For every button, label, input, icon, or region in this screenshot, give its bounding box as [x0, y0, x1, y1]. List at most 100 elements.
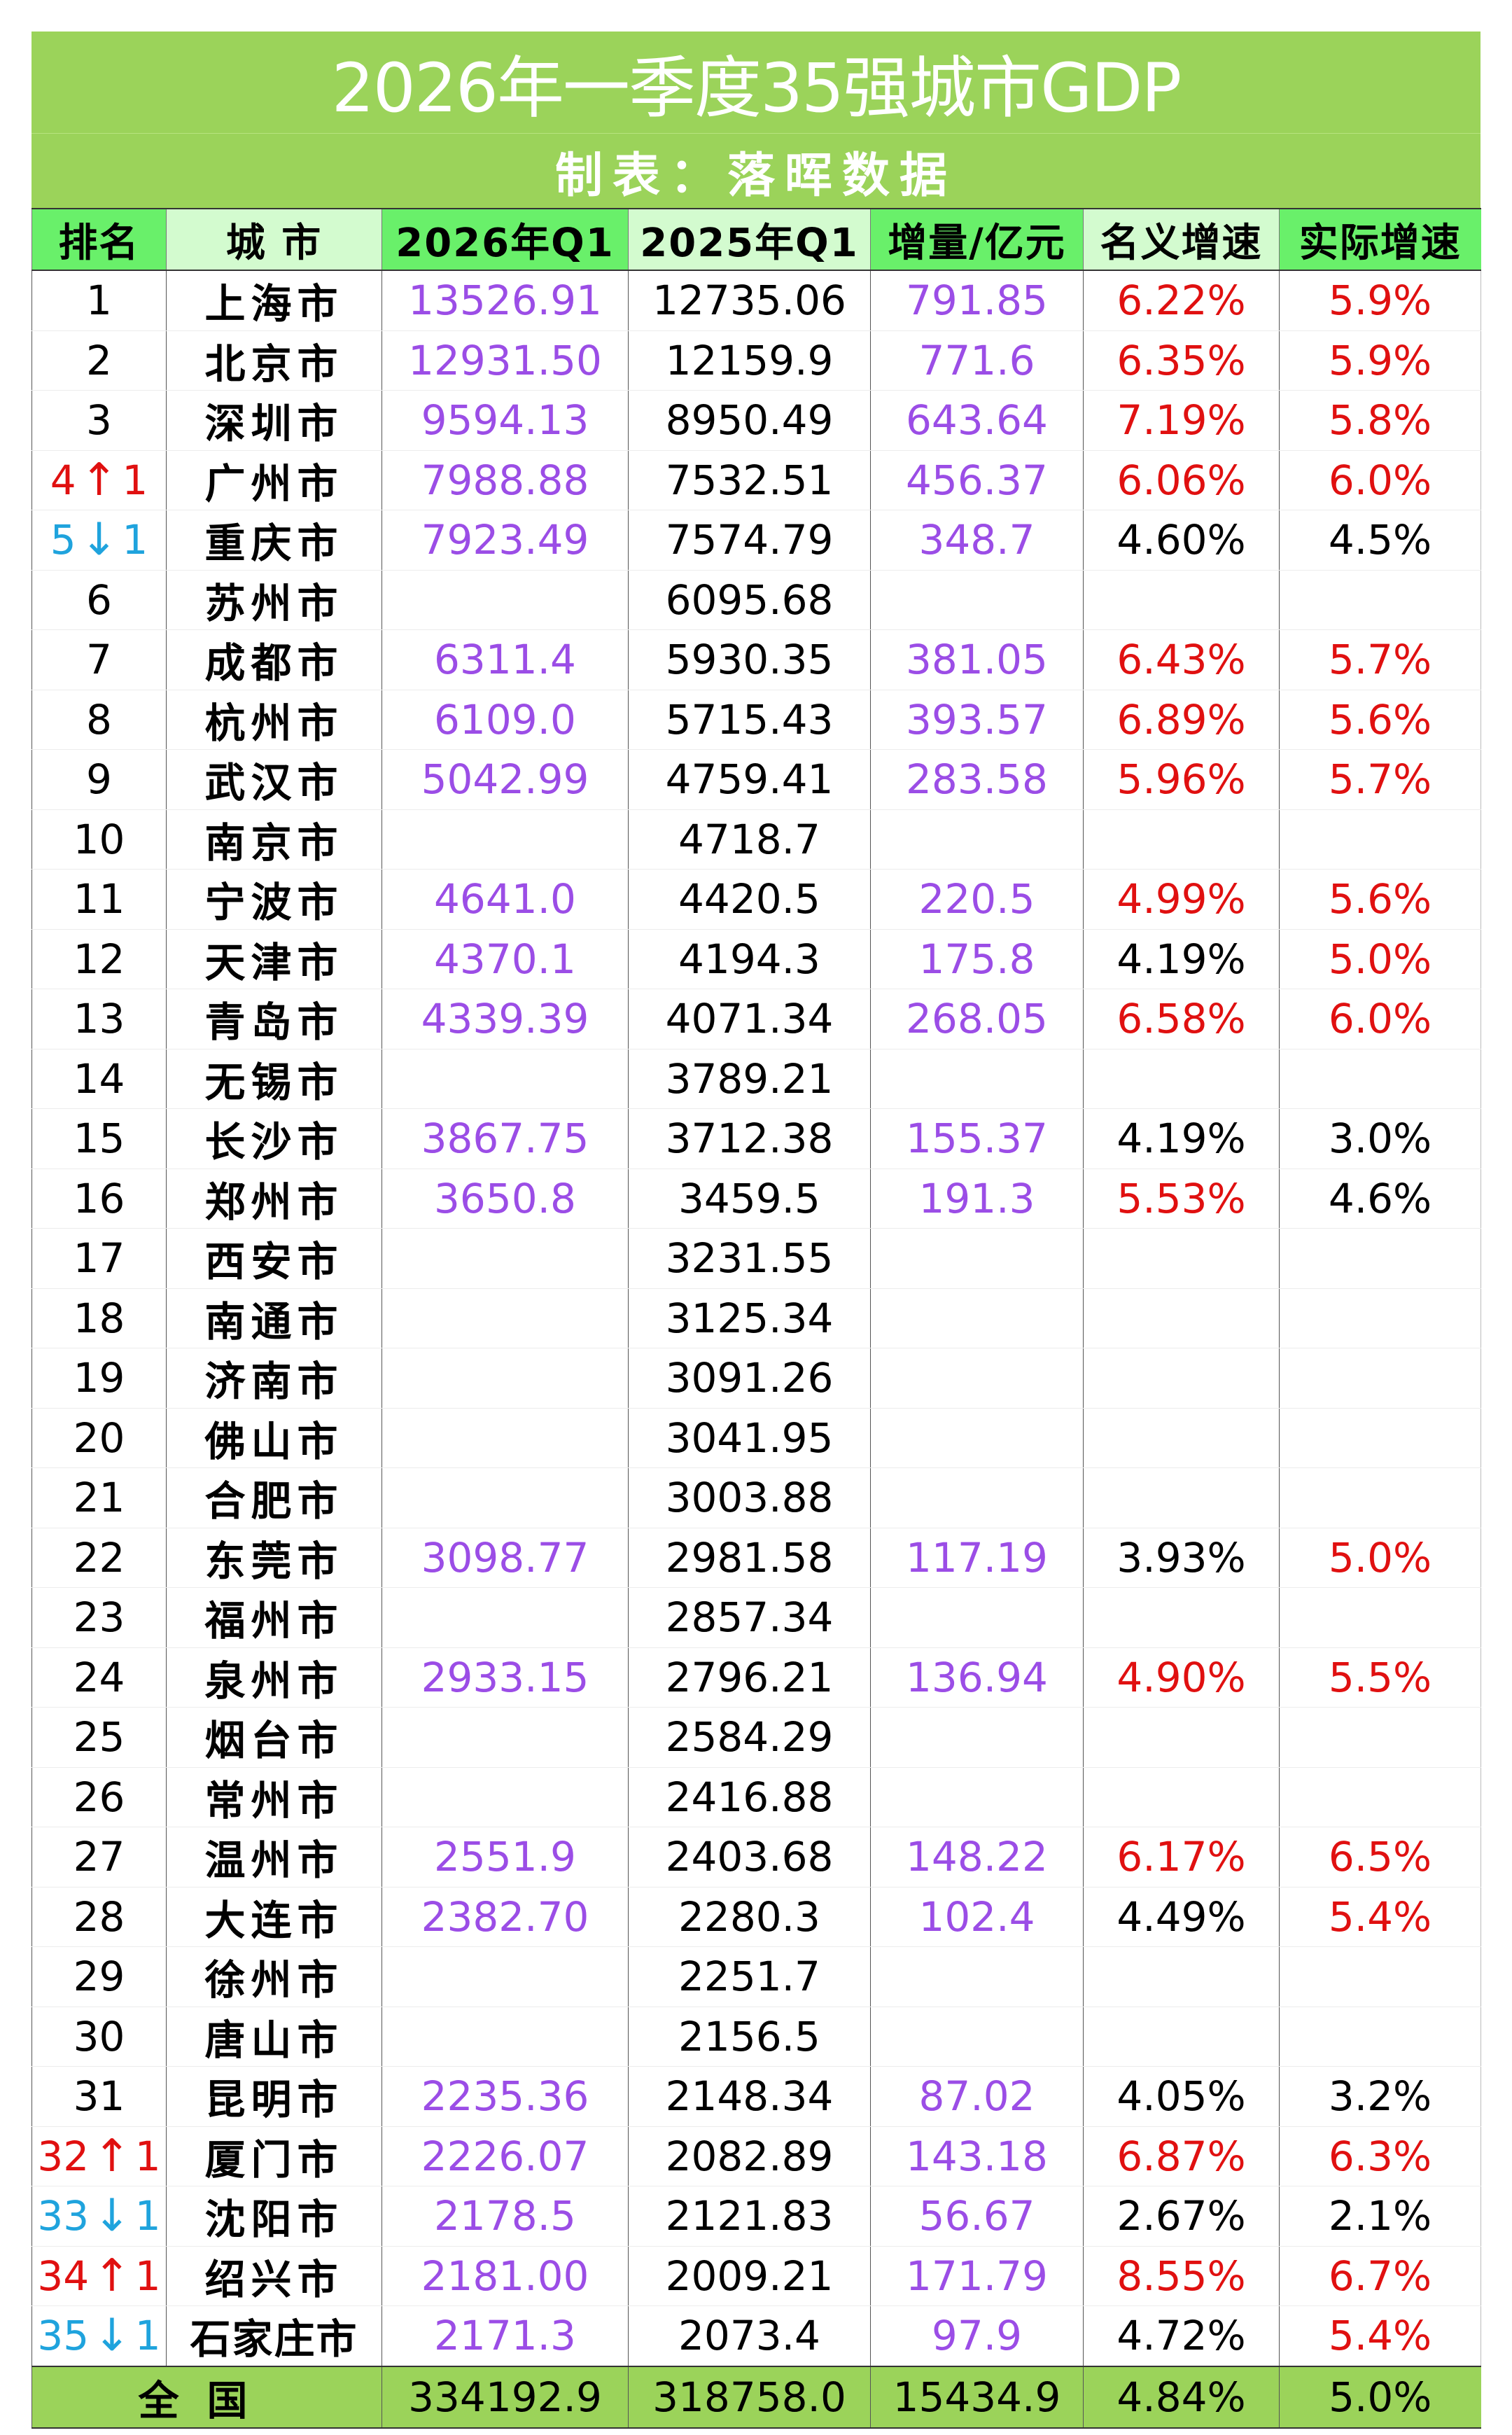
increase-value: 136.94 — [870, 1647, 1084, 1708]
nominal-growth — [1083, 570, 1280, 630]
increase-value: 155.37 — [870, 1108, 1084, 1169]
q1-2026-value: 12931.50 — [382, 330, 629, 391]
rank-cell: 1 — [31, 270, 167, 331]
q1-2025-value: 2584.29 — [628, 1707, 871, 1768]
rank-number: 34 — [37, 2252, 90, 2300]
q1-2025-value: 5930.35 — [628, 629, 871, 690]
q1-2026-value: 3098.77 — [382, 1528, 629, 1588]
arrow-up-icon: ↑ — [93, 2130, 131, 2182]
increase-value: 175.8 — [870, 929, 1084, 989]
city-name: 青岛市 — [166, 989, 382, 1049]
nominal-growth: 5.96% — [1083, 749, 1280, 810]
table-row: 2 北京市 12931.50 12159.9 771.6 6.35% 5.9% — [31, 330, 1481, 391]
city-name: 广州市 — [166, 450, 382, 510]
increase-value: 348.7 — [870, 510, 1084, 571]
q1-2026-value: 2551.9 — [382, 1827, 629, 1888]
rank-cell: 17 — [31, 1228, 167, 1289]
q1-2025-value: 2280.3 — [628, 1887, 871, 1947]
q1-2026-value: 2178.5 — [382, 2186, 629, 2247]
rank-cell: 26 — [31, 1767, 167, 1827]
increase-value: 148.22 — [870, 1827, 1084, 1888]
rank-number: 18 — [73, 1294, 125, 1342]
q1-2026-value — [382, 1707, 629, 1768]
rank-cell: 12 — [31, 929, 167, 989]
city-name: 武汉市 — [166, 749, 382, 810]
q1-2025-value: 7532.51 — [628, 450, 871, 510]
q1-2025-value: 2156.5 — [628, 2007, 871, 2067]
real-growth — [1279, 2007, 1481, 2067]
rank-number: 16 — [73, 1174, 125, 1222]
rank-cell: 29 — [31, 1946, 167, 2007]
q1-2026-value: 13526.91 — [382, 270, 629, 331]
nominal-growth: 6.06% — [1083, 450, 1280, 510]
increase-value: 393.57 — [870, 690, 1084, 750]
city-name: 福州市 — [166, 1587, 382, 1648]
rank-cell: 31 — [31, 2066, 167, 2127]
q1-2025-value: 4420.5 — [628, 869, 871, 930]
rank-with-change: 35 ↓ 1 — [37, 2312, 160, 2359]
q1-2026-value — [382, 1946, 629, 2007]
rank-cell: 4 ↑ 1 — [31, 450, 167, 510]
increase-value: 117.19 — [870, 1528, 1084, 1588]
rank-number: 27 — [73, 1833, 125, 1881]
q1-2025-value: 2009.21 — [628, 2246, 871, 2306]
increase-value — [870, 1707, 1084, 1768]
q1-2025-value: 12159.9 — [628, 330, 871, 391]
real-growth: 4.5% — [1279, 510, 1481, 571]
total-nominal-growth: 4.84% — [1083, 2365, 1280, 2429]
rank-number: 15 — [73, 1115, 125, 1163]
rank-cell: 11 — [31, 869, 167, 930]
rank-number: 7 — [86, 636, 112, 684]
increase-value — [870, 1408, 1084, 1468]
rank-change: 1 — [134, 2132, 161, 2180]
rank-cell: 19 — [31, 1348, 167, 1409]
rank-number: 4 — [50, 456, 76, 504]
rank-cell: 23 — [31, 1587, 167, 1648]
rank-number: 32 — [37, 2132, 90, 2180]
nominal-growth — [1083, 1467, 1280, 1528]
q1-2025-value: 6095.68 — [628, 570, 871, 630]
rank-cell: 5 ↓ 1 — [31, 510, 167, 571]
city-name: 石家庄市 — [166, 2305, 382, 2366]
nominal-growth: 3.93% — [1083, 1528, 1280, 1588]
city-name: 西安市 — [166, 1228, 382, 1289]
city-name: 南通市 — [166, 1288, 382, 1348]
table-row: 33 ↓ 1 沈阳市 2178.5 2121.83 56.67 2.67% 2.1% — [31, 2186, 1481, 2247]
nominal-growth: 5.53% — [1083, 1168, 1280, 1229]
city-name: 长沙市 — [166, 1108, 382, 1169]
rank-number: 29 — [73, 1953, 125, 2001]
q1-2025-value: 12735.06 — [628, 270, 871, 331]
rank-cell: 18 — [31, 1288, 167, 1348]
rank-cell: 22 — [31, 1528, 167, 1588]
rank-number: 6 — [86, 575, 112, 624]
city-name: 常州市 — [166, 1767, 382, 1827]
increase-value: 56.67 — [870, 2186, 1084, 2247]
total-q1-2026: 334192.9 — [382, 2365, 629, 2429]
q1-2025-value: 2416.88 — [628, 1767, 871, 1827]
rank-cell: 13 — [31, 989, 167, 1049]
city-name: 北京市 — [166, 330, 382, 391]
increase-value: 97.9 — [870, 2305, 1084, 2366]
city-name: 徐州市 — [166, 1946, 382, 2007]
nominal-growth — [1083, 1707, 1280, 1768]
arrow-down-icon: ↓ — [93, 2190, 131, 2242]
increase-value: 268.05 — [870, 989, 1084, 1049]
q1-2026-value — [382, 570, 629, 630]
rank-number: 31 — [73, 2072, 125, 2121]
real-growth: 6.0% — [1279, 450, 1481, 510]
table-row: 17 西安市 3231.55 — [31, 1228, 1481, 1289]
rank-number: 3 — [86, 396, 112, 445]
col-header-q1-2025: 2025年Q1 — [628, 208, 871, 271]
table-row: 4 ↑ 1 广州市 7988.88 7532.51 456.37 6.06% 6.0% — [31, 450, 1481, 510]
nominal-growth: 4.90% — [1083, 1647, 1280, 1708]
table-row: 22 东莞市 3098.77 2981.58 117.19 3.93% 5.0% — [31, 1528, 1481, 1588]
city-name: 南京市 — [166, 809, 382, 870]
real-growth — [1279, 1707, 1481, 1768]
gdp-table: 排名 城 市 2026年Q1 2025年Q1 增量/亿元 名义增速 实际增速 1… — [31, 208, 1481, 2429]
increase-value: 87.02 — [870, 2066, 1084, 2127]
q1-2025-value: 2796.21 — [628, 1647, 871, 1708]
table-row: 19 济南市 3091.26 — [31, 1348, 1481, 1409]
real-growth — [1279, 1946, 1481, 2007]
rank-change: 1 — [122, 516, 148, 564]
nominal-growth: 6.43% — [1083, 629, 1280, 690]
